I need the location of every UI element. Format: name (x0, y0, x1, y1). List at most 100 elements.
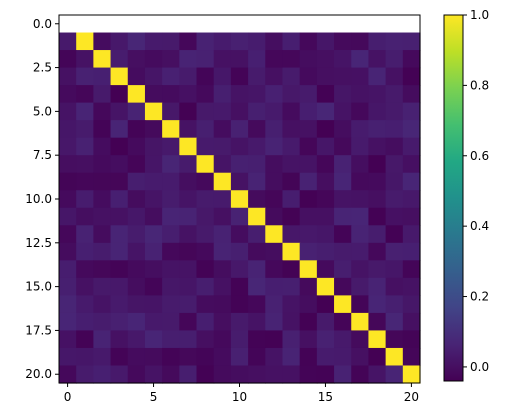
heatmap-cell (144, 242, 163, 261)
heatmap-cell (282, 260, 301, 279)
heatmap-cell (334, 225, 352, 244)
heatmap-cell (385, 172, 404, 191)
heatmap-cell (110, 260, 129, 279)
heatmap-cell (385, 347, 404, 367)
heatmap-cell (316, 330, 335, 349)
heatmap-cell (179, 190, 198, 209)
heatmap-cell (316, 207, 335, 226)
heatmap-cell (127, 312, 146, 332)
heatmap-cell (196, 172, 215, 191)
heatmap-cell (179, 225, 198, 244)
heatmap-cell (334, 137, 352, 156)
heatmap-cell (230, 137, 249, 156)
heatmap-cell (93, 155, 112, 174)
heatmap-cell (248, 260, 266, 279)
heatmap-cell (162, 277, 180, 296)
heatmap-cell (385, 32, 404, 51)
heatmap-cell (144, 120, 163, 139)
heatmap-cell (368, 190, 387, 209)
heatmap-cell (230, 365, 249, 384)
heatmap-cell (76, 102, 94, 121)
heatmap-cell (127, 225, 146, 244)
heatmap-cell (299, 242, 318, 261)
heatmap-cell (144, 50, 163, 69)
heatmap-cell (59, 207, 77, 226)
heatmap-cell (385, 295, 404, 314)
heatmap-cell (402, 155, 421, 174)
heatmap-cell (299, 172, 318, 191)
heatmap-cell (299, 347, 318, 367)
heatmap-cell (299, 295, 318, 314)
heatmap-cell (351, 172, 370, 191)
heatmap-cell (230, 15, 249, 34)
heatmap-cell (299, 277, 318, 296)
heatmap-cell (59, 190, 77, 209)
heatmap-cell (76, 225, 94, 244)
heatmap-cell (334, 330, 352, 349)
heatmap-cell (265, 365, 284, 384)
heatmap-cell (59, 295, 77, 314)
heatmap-cell (230, 207, 249, 226)
heatmap-cell (179, 85, 198, 104)
heatmap-cell (316, 225, 335, 244)
heatmap-cell (230, 190, 249, 209)
heatmap-cell (196, 347, 215, 367)
heatmap-cell (213, 137, 232, 156)
heatmap-cell (110, 295, 129, 314)
heatmap-cell (316, 347, 335, 367)
heatmap-cell (59, 242, 77, 261)
heatmap-cell (299, 312, 318, 332)
heatmap-cell (230, 312, 249, 332)
heatmap-cell (213, 15, 232, 34)
heatmap-cell (144, 225, 163, 244)
heatmap-cell (316, 137, 335, 156)
heatmap-cell (213, 330, 232, 349)
heatmap-cell (76, 207, 94, 226)
heatmap-cell (59, 85, 77, 104)
heatmap-cell (248, 295, 266, 314)
heatmap-cell (316, 190, 335, 209)
heatmap-cell (162, 50, 180, 69)
heatmap-cell (144, 277, 163, 296)
heatmap-cell (213, 260, 232, 279)
heatmap-cell (334, 32, 352, 51)
heatmap-cell (110, 85, 129, 104)
heatmap-cell (59, 172, 77, 191)
heatmap-cell (230, 102, 249, 121)
heatmap-cell (299, 365, 318, 384)
heatmap-cell (144, 190, 163, 209)
heatmap-cell (368, 67, 387, 86)
heatmap-cell (282, 330, 301, 349)
heatmap-cell (110, 225, 129, 244)
heatmap-cell (93, 120, 112, 139)
heatmap-cell (196, 295, 215, 314)
heatmap-cell (127, 295, 146, 314)
heatmap-cell (334, 102, 352, 121)
heatmap-cell (316, 172, 335, 191)
heatmap-cell (334, 260, 352, 279)
heatmap-cell (368, 155, 387, 174)
heatmap-cell (110, 67, 129, 86)
heatmap-cell (248, 242, 266, 261)
heatmap-cell (127, 365, 146, 384)
heatmap-cell (402, 347, 421, 367)
heatmap-cell (334, 50, 352, 69)
heatmap-cell (316, 85, 335, 104)
heatmap-cell (162, 330, 180, 349)
heatmap-cell (76, 67, 94, 86)
heatmap-cell (282, 50, 301, 69)
heatmap-cell (402, 260, 421, 279)
heatmap-cell (110, 172, 129, 191)
heatmap-cell (316, 295, 335, 314)
heatmap-cell (213, 277, 232, 296)
heatmap-cell (213, 32, 232, 51)
heatmap-cell (385, 207, 404, 226)
heatmap-cell (144, 260, 163, 279)
heatmap-cell (59, 102, 77, 121)
heatmap-cell (351, 365, 370, 384)
heatmap-cell (127, 260, 146, 279)
heatmap-cell (110, 120, 129, 139)
heatmap-cell (385, 155, 404, 174)
heatmap-cell (76, 242, 94, 261)
heatmap-cell (76, 120, 94, 139)
